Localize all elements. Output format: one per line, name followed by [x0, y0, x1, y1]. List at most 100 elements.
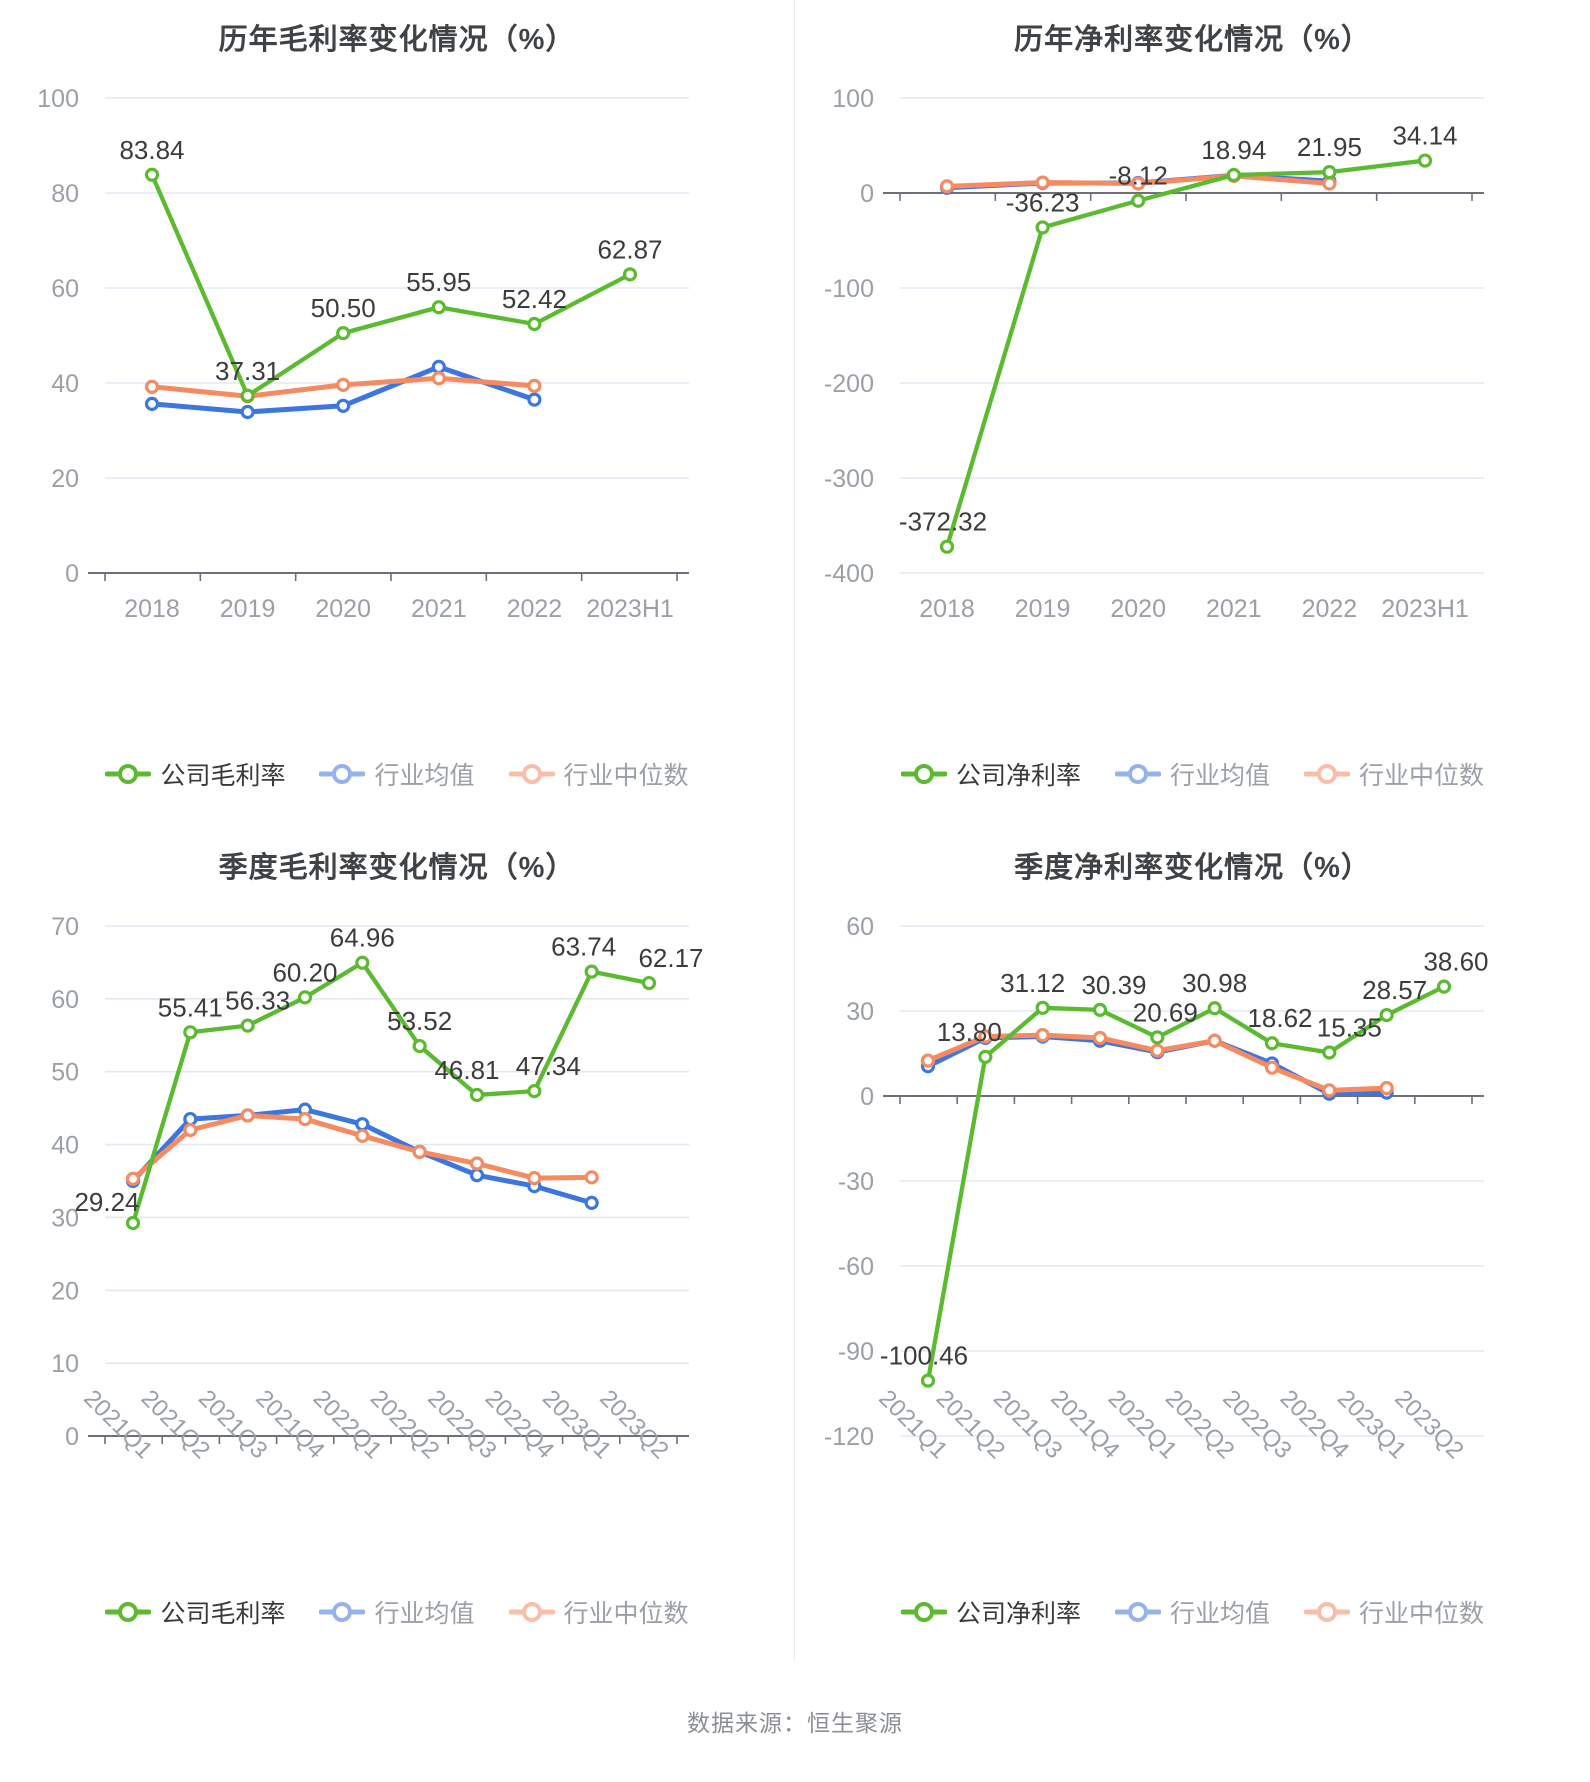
x-axis-tick-label: 2021 — [411, 595, 467, 623]
x-axis-tick-label: 2022 — [507, 595, 563, 623]
line-series-glyph — [1114, 1602, 1161, 1622]
legend-label: 行业中位数 — [1359, 762, 1485, 790]
data-point-marker — [240, 388, 255, 403]
data-point-marker — [1035, 1000, 1050, 1015]
data-point-marker — [1150, 1030, 1165, 1045]
data-point-marker — [355, 1128, 370, 1143]
chart-title-quarterly-net-margin: 季度净利率变化情况（%） — [1014, 852, 1371, 884]
legend-item-company-gross-margin[interactable]: 公司毛利率 — [105, 756, 285, 792]
data-point-marker — [297, 990, 313, 1005]
data-label: -100.46 — [880, 1341, 968, 1371]
data-point-marker — [1035, 175, 1050, 190]
data-point-marker — [1226, 167, 1241, 183]
data-point-marker — [1131, 193, 1146, 208]
line-series-icon — [900, 762, 947, 786]
legend-item-company-gross-margin[interactable]: 公司毛利率 — [105, 1594, 285, 1630]
y-axis-tick-label: 70 — [51, 913, 79, 941]
data-point-marker — [1035, 220, 1050, 235]
legend-item-industry-mean[interactable]: 行业均值 — [1114, 1594, 1270, 1630]
line-series-icon — [319, 1600, 366, 1624]
x-axis-tick-label: 2020 — [1110, 595, 1166, 623]
data-point-marker — [527, 316, 542, 332]
legend-item-industry-mean[interactable]: 行业均值 — [319, 756, 475, 792]
y-axis-tick-label: 60 — [846, 913, 874, 941]
legend-label: 行业均值 — [1169, 1600, 1270, 1628]
legend-item-industry-median[interactable]: 行业中位数 — [1304, 1594, 1484, 1630]
data-point-marker — [622, 267, 638, 282]
y-axis-tick-label: -90 — [838, 1338, 874, 1366]
data-point-marker — [1322, 176, 1337, 191]
x-axis-tick-label: 2022 — [1302, 595, 1358, 623]
legend-quarterly-gross-margin: 公司毛利率 行业均值 行业中位数 — [0, 1594, 794, 1630]
data-point-marker — [336, 398, 351, 413]
legend-item-industry-mean[interactable]: 行业均值 — [319, 1594, 475, 1630]
line-series-glyph — [105, 1602, 152, 1622]
legend-item-industry-median[interactable]: 行业中位数 — [1304, 756, 1484, 792]
data-point-marker — [1131, 176, 1146, 191]
data-point-marker — [355, 1117, 370, 1132]
data-label: 31.12 — [1000, 968, 1065, 998]
data-point-marker — [469, 1156, 485, 1171]
row-annual-charts: 历年毛利率变化情况（%） 100 80 60 40 20 0 2018 2019 2020 202… — [0, 0, 1590, 818]
data-point-marker — [1207, 1001, 1222, 1016]
y-axis-tick-label: 60 — [51, 275, 79, 303]
legend-item-company-net-margin[interactable]: 公司净利率 — [900, 756, 1081, 792]
line-series-glyph — [319, 764, 366, 784]
y-axis-tick-label: 0 — [65, 560, 79, 588]
data-point-marker — [939, 179, 955, 194]
line-series-glyph — [1304, 764, 1350, 784]
data-label: 53.52 — [387, 1006, 452, 1036]
x-axis-tick-label: 2018 — [919, 595, 975, 623]
data-label: 21.95 — [1297, 132, 1362, 162]
line-series-glyph — [508, 1602, 555, 1622]
data-point-marker — [431, 300, 446, 315]
data-label: 13.80 — [937, 1017, 1002, 1047]
data-point-marker — [240, 1108, 255, 1123]
y-axis-tick-label: 10 — [51, 1350, 79, 1378]
x-axis-tick-label: 2019 — [220, 595, 276, 623]
y-axis-tick-label: 0 — [860, 1083, 874, 1111]
data-label: -8.12 — [1109, 161, 1168, 191]
data-point-marker — [336, 377, 351, 392]
series-line-company — [944, 158, 1428, 549]
legend-item-industry-median[interactable]: 行业中位数 — [508, 756, 689, 792]
legend-item-company-net-margin[interactable]: 公司净利率 — [900, 1594, 1081, 1630]
legend-label: 公司净利率 — [955, 1600, 1081, 1628]
data-point-marker — [412, 1144, 427, 1159]
y-axis-tick-label: -200 — [824, 370, 874, 398]
data-point-marker — [355, 955, 370, 970]
data-point-marker — [1322, 165, 1337, 180]
data-label: 30.98 — [1182, 968, 1247, 998]
line-series-icon — [105, 1600, 152, 1624]
data-point-marker — [1264, 1060, 1280, 1075]
legend-item-industry-median[interactable]: 行业中位数 — [508, 1594, 689, 1630]
data-point-marker — [584, 964, 599, 979]
y-axis-tick-label: 30 — [846, 998, 874, 1026]
data-point-marker — [1436, 979, 1452, 994]
row-quarterly-charts: 季度毛利率变化情况（%） 70 60 50 40 30 20 10 0 2021Q1 2021Q2… — [0, 818, 1590, 1660]
data-label: 63.74 — [551, 932, 616, 962]
data-point-marker — [1207, 1033, 1222, 1048]
y-axis-tick-label: 20 — [51, 1277, 79, 1305]
y-axis-tick-label: 0 — [860, 180, 874, 208]
y-axis-tick-label: 0 — [65, 1423, 79, 1451]
data-point-marker — [1322, 1083, 1337, 1098]
data-point-marker — [527, 392, 542, 407]
data-label: 55.41 — [158, 992, 223, 1022]
y-axis-tick-label: 100 — [832, 85, 874, 113]
data-point-marker — [183, 1122, 198, 1138]
y-axis-tick-label: 50 — [51, 1059, 79, 1087]
data-point-marker — [183, 1025, 198, 1040]
data-label: -372.32 — [899, 507, 987, 537]
data-point-marker — [240, 1018, 255, 1033]
data-point-marker — [920, 1373, 936, 1388]
legend-item-industry-mean[interactable]: 行业均值 — [1114, 756, 1270, 792]
line-series-glyph — [508, 764, 555, 784]
legend-label: 行业中位数 — [1359, 1600, 1485, 1628]
legend-label: 行业均值 — [374, 1600, 475, 1628]
line-series-icon — [1114, 1600, 1161, 1624]
data-point-marker — [527, 378, 542, 393]
